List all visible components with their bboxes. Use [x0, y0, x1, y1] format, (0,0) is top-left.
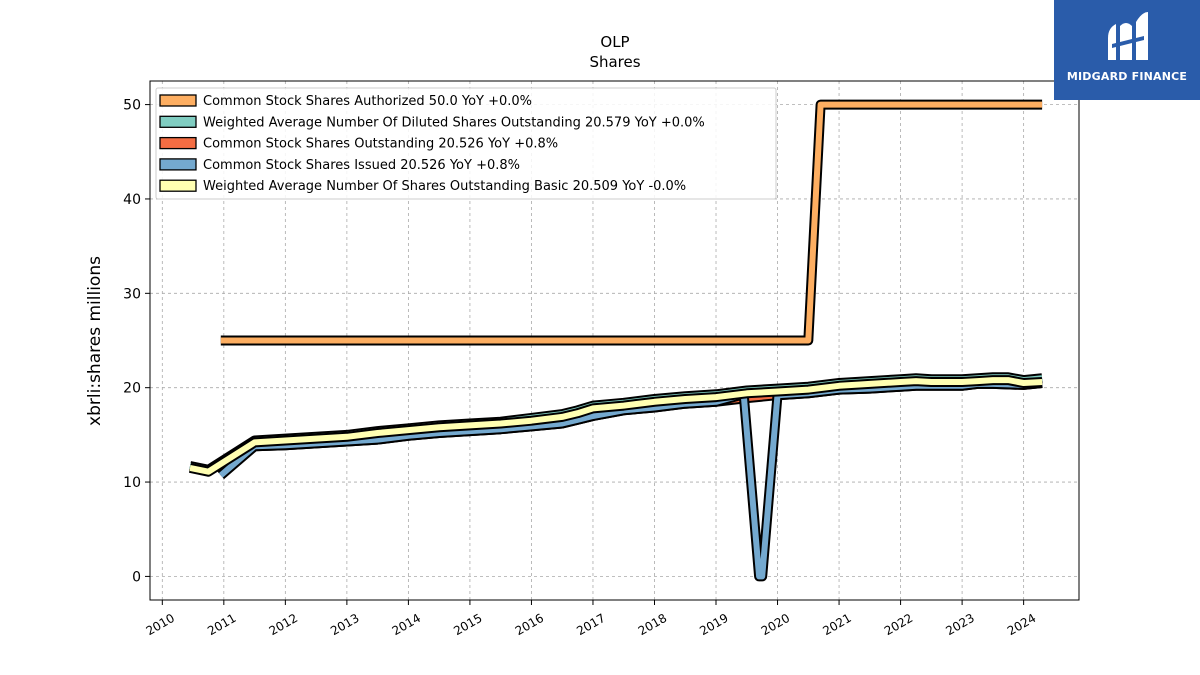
- series-2-line: [218, 380, 1043, 475]
- x-tick-label: 2019: [697, 611, 730, 638]
- x-tick-label: 2021: [820, 611, 853, 638]
- x-tick-label: 2016: [513, 611, 546, 638]
- x-tick-label: 2014: [390, 611, 423, 638]
- x-tick-label: 2018: [636, 611, 669, 638]
- y-tick-label: 50: [123, 98, 141, 114]
- series-3-line: [218, 380, 1043, 580]
- y-tick-label: 0: [132, 569, 141, 585]
- legend-swatch-4: [159, 179, 197, 192]
- x-tick-label: 2017: [574, 611, 607, 638]
- x-tick-label: 2024: [1005, 611, 1038, 638]
- series-0-line: [220, 101, 1043, 344]
- series-2-outline: [217, 378, 1043, 477]
- y-tick-label: 40: [123, 192, 141, 208]
- x-tick-label: 2012: [267, 611, 300, 638]
- legend-swatch-0: [159, 94, 197, 107]
- legend-label-4: Weighted Average Number Of Shares Outsta…: [203, 179, 686, 194]
- x-tick-label: 2013: [328, 611, 361, 638]
- x-tick-label: 2015: [451, 611, 484, 638]
- legend-swatch-3: [159, 158, 197, 171]
- x-tick-label: 2011: [205, 611, 238, 638]
- legend-swatch-1: [159, 115, 197, 128]
- series-4-outline: [188, 375, 1043, 477]
- legend-frame: [155, 87, 777, 200]
- y-ticks: 0 10 20 30 40 50: [123, 98, 150, 585]
- y-tick-label: 10: [123, 475, 141, 491]
- legend-label-0: Common Stock Shares Authorized 50.0 YoY …: [203, 94, 532, 109]
- plot-frame: [149, 80, 1080, 601]
- y-axis-label: xbrli:shares millions: [85, 256, 105, 426]
- y-tick-label: 30: [123, 286, 141, 302]
- legend-label-3: Common Stock Shares Issued 20.526 YoY +0…: [203, 158, 520, 173]
- logo-emblem-icon: [1108, 12, 1148, 60]
- midgard-finance-logo: MIDGARD FINANCE: [1054, 0, 1200, 100]
- x-tick-label: 2022: [882, 611, 915, 638]
- series-layer: [188, 99, 1043, 582]
- legend-label-2: Common Stock Shares Outstanding 20.526 Y…: [203, 137, 558, 152]
- x-tick-label: 2010: [144, 611, 177, 638]
- chart-title: OLP: [600, 33, 629, 51]
- legend-swatch-2: [159, 136, 197, 150]
- series-1-line: [189, 374, 1043, 473]
- chart-subtitle: Shares: [589, 53, 640, 71]
- legend: Common Stock Shares Authorized 50.0 YoY …: [155, 87, 777, 200]
- x-tick-label: 2023: [943, 611, 976, 638]
- y-tick-label: 20: [123, 381, 141, 397]
- series-1-outline: [188, 372, 1043, 475]
- x-ticks: 2010 2011 2012 2013 2014 2015 2016 2017 2018 2019…: [144, 600, 1038, 638]
- logo-text: MIDGARD FINANCE: [1066, 70, 1188, 83]
- legend-label-1: Weighted Average Number Of Diluted Share…: [203, 115, 705, 130]
- x-tick-label: 2020: [759, 611, 792, 638]
- series-4-line: [189, 377, 1043, 475]
